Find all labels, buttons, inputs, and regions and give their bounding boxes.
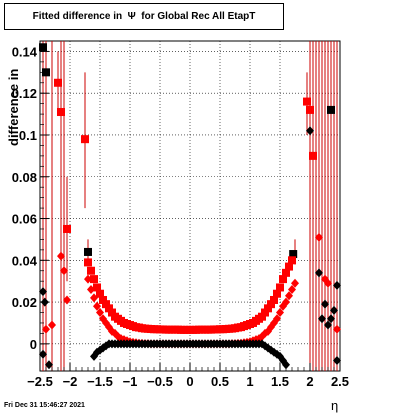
diamond-marker: [282, 297, 290, 307]
diamond-marker: [273, 314, 281, 324]
square-marker: [273, 289, 281, 298]
diamond-marker: [288, 285, 296, 295]
x-tick-label: −2.5: [27, 374, 53, 389]
diamond-marker: [39, 349, 47, 359]
square-marker: [270, 295, 278, 304]
x-tick-label: −2: [63, 374, 78, 389]
x-tick-label: −1: [123, 374, 138, 389]
chart-title: Fitted difference in Ψ for Global Rec Al…: [4, 3, 284, 30]
square-marker: [258, 312, 266, 321]
x-axis-label: η: [331, 398, 339, 413]
diamond-marker: [60, 266, 68, 276]
diamond-marker: [90, 293, 98, 303]
diamond-marker: [84, 274, 92, 284]
x-tick-label: 0: [186, 374, 193, 389]
square-marker: [93, 283, 101, 292]
axes: −2.5 −2 −1.5 −1 −0.5 0 0.5 1 1.5 2 2.5 0 0.02 0.04 0.0…: [12, 40, 349, 389]
x-tick-label: 2: [306, 374, 313, 389]
square-marker: [99, 295, 107, 304]
diamond-marker: [330, 305, 338, 315]
square-marker: [84, 247, 92, 256]
diamond-marker: [291, 278, 299, 288]
square-marker: [90, 275, 98, 284]
square-marker: [57, 108, 65, 117]
diamond-marker: [324, 320, 332, 330]
square-marker: [309, 151, 317, 160]
diamond-marker: [327, 314, 335, 324]
x-tick-label: 2.5: [331, 374, 349, 389]
error-bars: [42, 41, 338, 371]
y-tick-label: 0.04: [12, 253, 38, 268]
square-marker: [39, 43, 47, 52]
diamond-marker: [318, 314, 326, 324]
y-tick-label: 0.02: [12, 295, 37, 310]
diamond-marker: [324, 278, 332, 288]
square-marker: [105, 304, 113, 313]
diamond-marker: [321, 299, 329, 309]
x-tick-label: 1: [246, 374, 253, 389]
square-marker: [108, 308, 116, 317]
square-marker: [264, 304, 272, 313]
x-tick-label: 0.5: [211, 374, 229, 389]
diamond-marker: [333, 280, 341, 290]
square-marker: [306, 105, 314, 114]
y-tick-label: 0.14: [12, 44, 38, 59]
diamond-marker: [306, 126, 314, 136]
x-tick-label: −0.5: [147, 374, 173, 389]
square-marker: [84, 258, 92, 267]
y-axis-label: difference in: [6, 68, 21, 146]
square-marker: [63, 224, 71, 233]
y-tick-label: 0: [30, 337, 37, 352]
square-marker: [267, 300, 275, 309]
square-marker: [87, 266, 95, 275]
x-tick-label: −1.5: [87, 374, 113, 389]
x-tick-label: 1.5: [271, 374, 289, 389]
square-marker: [285, 262, 293, 271]
diamond-marker: [333, 324, 341, 334]
square-marker: [81, 135, 89, 144]
y-tick-label: 0.12: [12, 86, 37, 101]
diamond-marker: [63, 295, 71, 305]
diamond-marker: [96, 308, 104, 318]
square-marker: [289, 250, 298, 259]
square-marker: [261, 308, 269, 317]
diamond-marker: [87, 285, 95, 295]
y-tick-label: 0.1: [19, 128, 37, 143]
square-marker: [42, 68, 50, 77]
diamond-marker: [333, 356, 341, 366]
square-marker: [54, 78, 62, 87]
y-tick-label: 0.06: [12, 212, 37, 227]
square-marker: [282, 268, 290, 277]
y-tick-label: 0.08: [12, 170, 37, 185]
square-marker: [327, 105, 335, 114]
diamond-marker: [315, 232, 323, 242]
timestamp-footer: Fri Dec 31 15:46:27 2021: [4, 402, 85, 409]
diamond-marker: [45, 360, 53, 370]
square-marker: [96, 289, 104, 298]
diamond-marker: [282, 360, 290, 370]
diamond-marker: [93, 301, 101, 311]
diamond-marker: [285, 291, 293, 301]
diamond-marker: [276, 308, 284, 318]
diamond-marker: [48, 320, 56, 330]
diamond-marker: [57, 251, 65, 261]
square-marker: [102, 300, 110, 309]
diamond-marker: [315, 268, 323, 278]
square-marker: [279, 275, 287, 284]
diamond-marker: [42, 324, 50, 334]
data-points: [39, 43, 341, 370]
square-marker: [276, 283, 284, 292]
square-marker: [288, 256, 296, 265]
square-marker: [303, 97, 311, 106]
